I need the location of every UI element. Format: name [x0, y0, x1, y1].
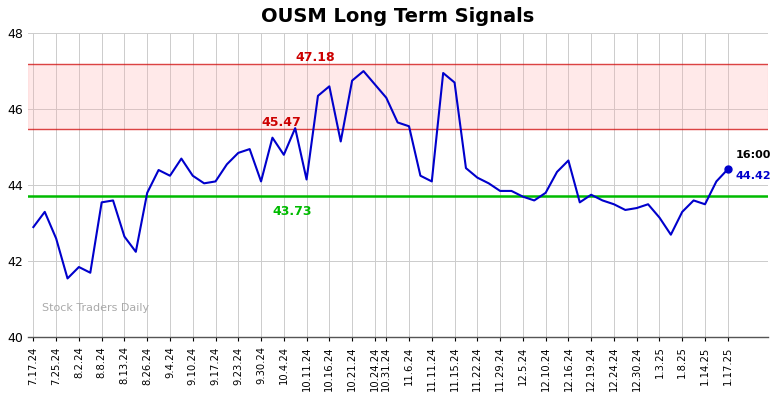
Text: 44.42: 44.42 — [735, 171, 771, 181]
Text: Stock Traders Daily: Stock Traders Daily — [42, 303, 150, 313]
Text: 43.73: 43.73 — [272, 205, 312, 218]
Text: 16:00: 16:00 — [735, 150, 771, 160]
Text: 45.47: 45.47 — [261, 116, 301, 129]
Title: OUSM Long Term Signals: OUSM Long Term Signals — [261, 7, 534, 26]
Bar — [27, 64, 768, 129]
Text: 47.18: 47.18 — [296, 51, 335, 64]
